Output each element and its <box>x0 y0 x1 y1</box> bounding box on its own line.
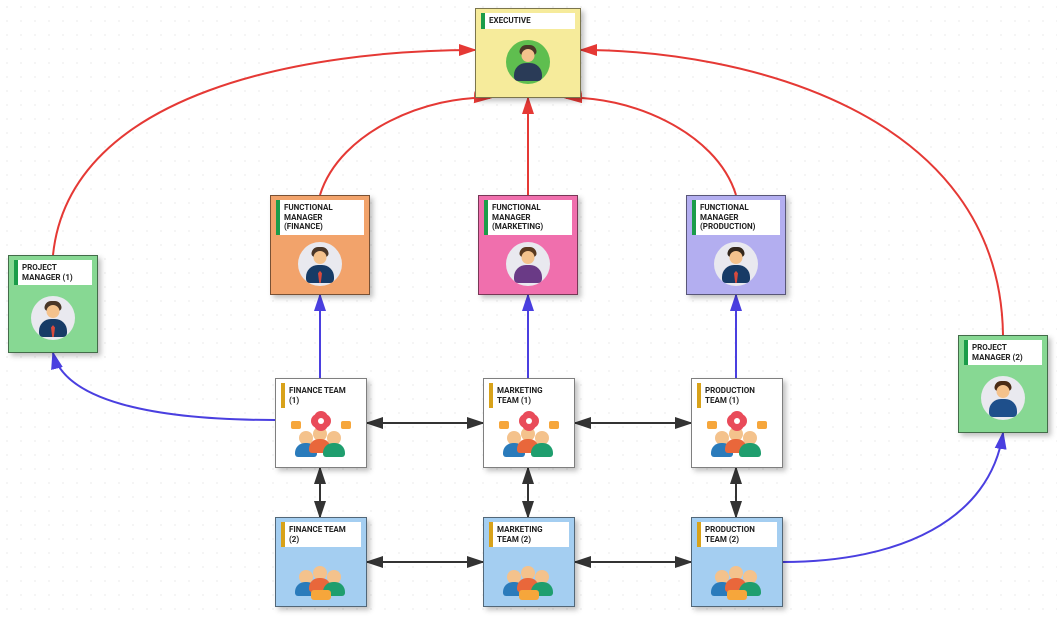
node-label: PROJECT MANAGER (2) <box>964 340 1042 365</box>
edge-pm2-executive <box>581 50 1003 335</box>
node-marketing_t2[interactable]: MARKETING TEAM (2) <box>483 517 575 607</box>
node-production_t2[interactable]: PRODUCTION TEAM (2) <box>691 517 783 607</box>
person-icon <box>298 242 342 286</box>
node-executive[interactable]: EXECUTIVE <box>475 8 581 98</box>
node-label: FUNCTIONAL MANAGER (PRODUCTION) <box>692 200 780 235</box>
edge-fm_finance-executive <box>320 98 490 195</box>
team-gear-icon <box>709 415 765 459</box>
team-group-icon <box>293 554 349 598</box>
person-icon <box>981 376 1025 420</box>
node-icon <box>697 410 777 464</box>
team-gear-icon <box>293 415 349 459</box>
person-icon <box>506 242 550 286</box>
node-icon <box>481 31 575 94</box>
person-icon <box>714 242 758 286</box>
node-label: PROJECT MANAGER (1) <box>14 260 92 285</box>
node-icon <box>489 549 569 603</box>
edge-finance_t1-pm1 <box>53 353 275 420</box>
node-finance_t2[interactable]: FINANCE TEAM (2) <box>275 517 367 607</box>
node-icon <box>14 287 92 349</box>
node-icon <box>692 237 780 291</box>
node-label: EXECUTIVE <box>481 13 575 29</box>
team-group-icon <box>709 554 765 598</box>
edge-fm_production-executive <box>566 98 736 195</box>
team-group-icon <box>501 554 557 598</box>
node-icon <box>697 549 777 603</box>
node-label: FUNCTIONAL MANAGER (MARKETING) <box>484 200 572 235</box>
node-production_t1[interactable]: PRODUCTION TEAM (1) <box>691 378 783 468</box>
node-icon <box>489 410 569 464</box>
node-label: MARKETING TEAM (2) <box>489 522 569 547</box>
node-pm2[interactable]: PROJECT MANAGER (2) <box>958 335 1048 433</box>
node-label: FINANCE TEAM (2) <box>281 522 361 547</box>
person-icon <box>31 296 75 340</box>
node-icon <box>281 410 361 464</box>
node-icon <box>964 367 1042 429</box>
team-gear-icon <box>501 415 557 459</box>
node-label: PRODUCTION TEAM (1) <box>697 383 777 408</box>
node-label: FINANCE TEAM (1) <box>281 383 361 408</box>
node-label: FUNCTIONAL MANAGER (FINANCE) <box>276 200 364 235</box>
node-icon <box>276 237 364 291</box>
node-marketing_t1[interactable]: MARKETING TEAM (1) <box>483 378 575 468</box>
node-icon <box>281 549 361 603</box>
node-fm_production[interactable]: FUNCTIONAL MANAGER (PRODUCTION) <box>686 195 786 295</box>
node-finance_t1[interactable]: FINANCE TEAM (1) <box>275 378 367 468</box>
node-label: MARKETING TEAM (1) <box>489 383 569 408</box>
person-icon <box>506 40 550 84</box>
node-fm_finance[interactable]: FUNCTIONAL MANAGER (FINANCE) <box>270 195 370 295</box>
edge-pm1-executive <box>53 50 475 255</box>
node-label: PRODUCTION TEAM (2) <box>697 522 777 547</box>
node-icon <box>484 237 572 291</box>
node-pm1[interactable]: PROJECT MANAGER (1) <box>8 255 98 353</box>
edge-production_t2-pm2 <box>783 433 1003 562</box>
node-fm_marketing[interactable]: FUNCTIONAL MANAGER (MARKETING) <box>478 195 578 295</box>
